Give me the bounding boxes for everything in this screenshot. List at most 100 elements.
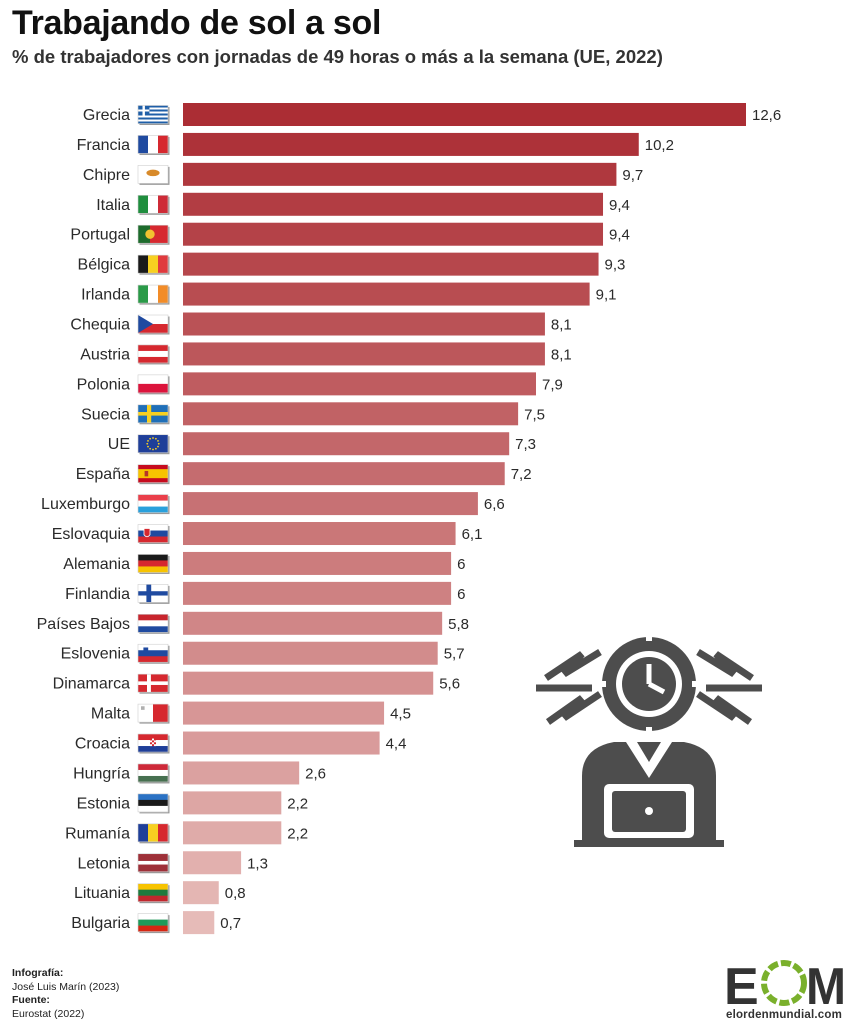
- value-label-malta: 4,5: [390, 706, 411, 723]
- flag-icon-lituania: [137, 883, 170, 904]
- flag-icon-eslovenia: [137, 643, 170, 664]
- flag-icon-suecia: [137, 404, 170, 425]
- flag-icon-croacia: [137, 733, 170, 754]
- category-label-chequia: Chequia: [70, 317, 130, 334]
- category-label-portugal: Portugal: [70, 227, 130, 244]
- value-label-luxemburgo: 6,6: [484, 496, 505, 513]
- category-label-italia: Italia: [96, 197, 130, 214]
- category-label-chipre: Chipre: [83, 167, 130, 184]
- value-label-suecia: 7,5: [524, 406, 545, 423]
- bar-espana: [183, 462, 505, 486]
- category-label-croacia: Croacia: [75, 736, 130, 753]
- bar-rumania: [183, 821, 282, 845]
- flag-icon-belgica: [137, 254, 170, 275]
- value-label-ue: 7,3: [515, 436, 536, 453]
- overworked-person-with-clock-icon: [536, 632, 762, 847]
- bar-francia: [183, 132, 639, 156]
- credits-infografia-value: José Luis Marín (2023): [12, 980, 120, 993]
- svg-text:E: E: [724, 958, 759, 1008]
- bar-bulgaria: [183, 911, 215, 935]
- bar-finlandia: [183, 581, 452, 605]
- category-label-grecia: Grecia: [83, 107, 130, 124]
- value-label-rumania: 2,2: [287, 825, 308, 842]
- credits-fuente-value: Eurostat (2022): [12, 1007, 85, 1020]
- category-label-rumania: Rumanía: [65, 825, 130, 842]
- category-label-lituania: Lituania: [74, 885, 130, 902]
- value-label-grecia: 12,6: [752, 107, 781, 124]
- value-label-dinamarca: 5,6: [439, 676, 460, 693]
- value-label-croacia: 4,4: [386, 736, 407, 753]
- bar-alemania: [183, 551, 452, 575]
- category-label-eslovaquia: Eslovaquia: [52, 526, 130, 543]
- flag-icon-grecia: [137, 105, 170, 125]
- value-label-chipre: 9,7: [622, 167, 643, 184]
- category-label-hungria: Hungría: [73, 765, 130, 782]
- value-label-polonia: 7,9: [542, 376, 563, 393]
- bar-grecia: [183, 103, 746, 126]
- value-label-finlandia: 6: [457, 586, 465, 603]
- value-label-bulgaria: 0,7: [220, 915, 241, 932]
- bar-eslovaquia: [183, 522, 456, 546]
- value-label-irlanda: 9,1: [596, 287, 617, 304]
- bar-dinamarca: [183, 671, 434, 695]
- value-label-chequia: 8,1: [551, 317, 572, 334]
- bar-eslovenia: [183, 641, 438, 665]
- flag-icon-austria: [137, 344, 170, 365]
- value-label-belgica: 9,3: [605, 257, 626, 274]
- flag-icon-francia: [137, 135, 170, 155]
- flag-icon-eslovaquia: [137, 524, 170, 545]
- svg-text:M: M: [806, 958, 846, 1008]
- eom-logo-mark: E M: [724, 958, 846, 1008]
- value-label-paises-bajos: 5,8: [448, 616, 469, 633]
- value-label-hungria: 2,6: [305, 765, 326, 782]
- category-label-bulgaria: Bulgaria: [71, 915, 130, 932]
- value-label-italia: 9,4: [609, 197, 630, 214]
- bar-estonia: [183, 791, 282, 815]
- flag-icon-rumania: [137, 823, 170, 844]
- category-label-suecia: Suecia: [81, 406, 130, 423]
- value-label-estonia: 2,2: [287, 795, 308, 812]
- flag-icon-irlanda: [137, 284, 170, 305]
- category-label-letonia: Letonia: [78, 855, 131, 872]
- flag-icon-ue: [137, 434, 170, 455]
- credits-infografia-label: Infografía:: [12, 967, 64, 979]
- bar-austria: [183, 342, 545, 366]
- bar-lituania: [183, 881, 219, 905]
- category-label-francia: Francia: [77, 137, 130, 154]
- bar-malta: [183, 701, 385, 725]
- category-label-finlandia: Finlandia: [65, 586, 130, 603]
- bar-chequia: [183, 312, 545, 336]
- credits-fuente-label: Fuente:: [12, 994, 50, 1006]
- bar-irlanda: [183, 282, 590, 306]
- bar-croacia: [183, 731, 380, 755]
- bar-chipre: [183, 162, 617, 186]
- chart-title: Trabajando de sol a sol: [12, 4, 382, 42]
- flag-icon-finlandia: [137, 584, 170, 604]
- bar-italia: [183, 192, 604, 216]
- category-label-espana: España: [76, 466, 130, 483]
- category-label-irlanda: Irlanda: [81, 287, 130, 304]
- bar-luxemburgo: [183, 492, 478, 516]
- bar-paises-bajos: [183, 611, 443, 635]
- flag-icon-paises-bajos: [137, 614, 170, 634]
- category-label-estonia: Estonia: [77, 795, 130, 812]
- value-label-eslovaquia: 6,1: [462, 526, 483, 543]
- value-label-portugal: 9,4: [609, 227, 630, 244]
- flag-icon-bulgaria: [137, 913, 170, 934]
- flag-icon-luxemburgo: [137, 494, 170, 515]
- value-label-espana: 7,2: [511, 466, 532, 483]
- chart-subtitle: % de trabajadores con jornadas de 49 hor…: [12, 46, 663, 67]
- category-label-paises-bajos: Países Bajos: [37, 616, 130, 633]
- flag-icon-portugal: [137, 224, 170, 245]
- flag-icon-estonia: [137, 793, 170, 814]
- category-label-austria: Austria: [80, 346, 130, 363]
- bar-suecia: [183, 402, 519, 426]
- flag-icon-chequia: [137, 314, 170, 335]
- category-label-belgica: Bélgica: [78, 257, 131, 274]
- credits: Infografía: José Luis Marín (2023) Fuent…: [12, 967, 119, 1021]
- category-label-dinamarca: Dinamarca: [53, 676, 130, 693]
- category-label-alemania: Alemania: [63, 556, 130, 573]
- flag-icon-malta: [137, 703, 170, 724]
- flag-icon-polonia: [137, 374, 170, 395]
- flag-icon-letonia: [137, 853, 170, 874]
